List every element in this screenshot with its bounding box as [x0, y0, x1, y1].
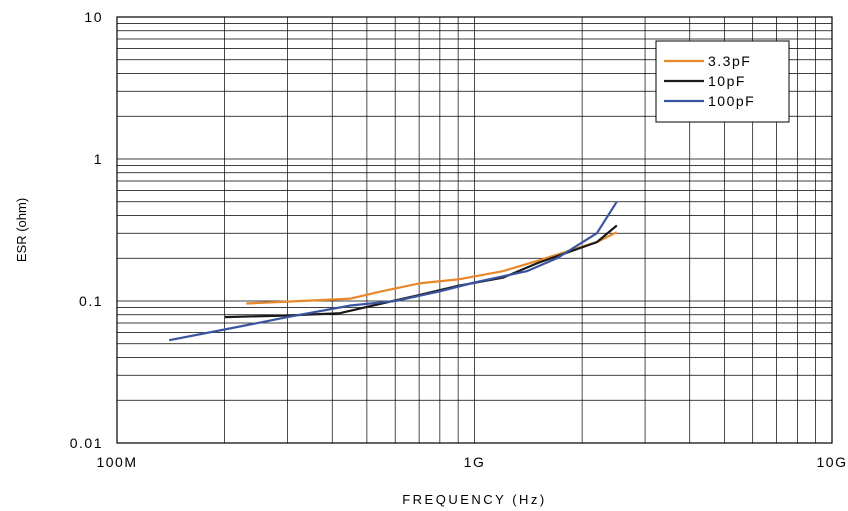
y-axis-tick-labels: 0.01 0.1 1 10 [70, 9, 103, 451]
legend-label: 10pF [708, 73, 746, 89]
series-line-100pf [168, 201, 618, 342]
x-tick-label: 1G [464, 454, 486, 470]
legend: 3.3pF 10pF 100pF [655, 40, 790, 123]
y-axis-title: ESR (ohm) [14, 198, 29, 262]
x-axis-title: FREQUENCY (Hz) [402, 492, 547, 507]
y-tick-label: 0.1 [79, 293, 103, 309]
y-tick-label: 0.01 [70, 435, 103, 451]
legend-label: 3.3pF [708, 53, 751, 69]
x-tick-label: 10G [817, 454, 848, 470]
y-tick-label: 10 [84, 9, 103, 25]
x-axis-tick-labels: 100M 1G 10G [96, 454, 848, 470]
x-tick-label: 100M [96, 454, 137, 470]
series-lines [168, 201, 618, 342]
y-tick-label: 1 [94, 151, 103, 167]
plot-area-border [116, 16, 833, 444]
legend-label: 100pF [708, 93, 755, 109]
